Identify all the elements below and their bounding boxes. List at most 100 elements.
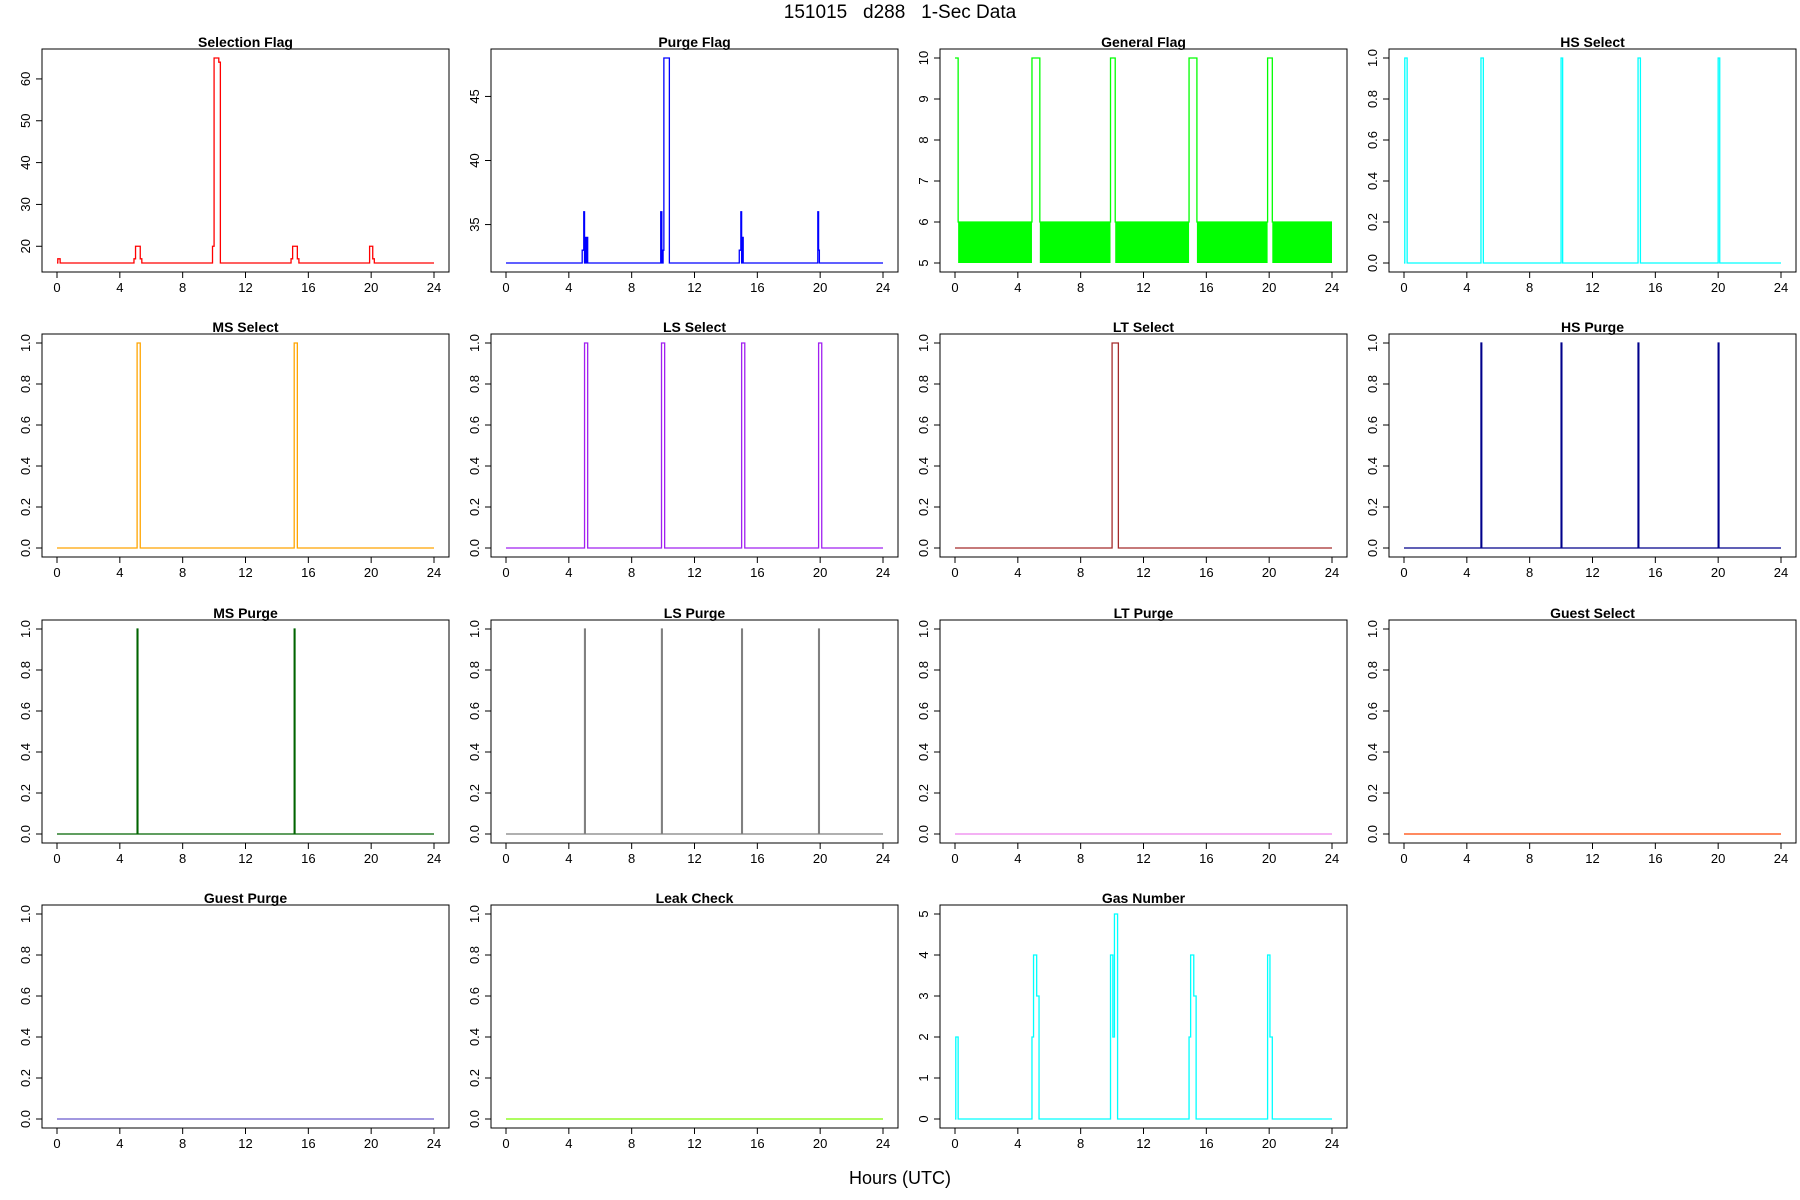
band-segment [1196, 222, 1268, 263]
panel-ls-purge: LS Purge 0 4 8 12 16 20 24 0.0 0.2 0.4 0.6 0.8 1.0 [467, 605, 899, 866]
panel-title: HS Select [1560, 34, 1625, 50]
y-tick-label: 3 [916, 992, 931, 999]
x-tick-label: 4 [1014, 1136, 1021, 1151]
x-tick-label: 4 [565, 1136, 572, 1151]
y-tick-label: 0.6 [1365, 131, 1380, 149]
panel-title: Leak Check [656, 890, 734, 906]
y-tick-label: 4 [916, 951, 931, 958]
y-tick-label: 0.6 [18, 416, 33, 434]
y-tick-label: 0.4 [18, 457, 33, 475]
x-tick-label: 8 [1526, 280, 1533, 295]
y-tick-label: 9 [916, 95, 931, 102]
series-line [955, 342, 1332, 549]
series-line [506, 628, 883, 835]
x-tick-label: 24 [876, 565, 890, 580]
x-tick-label: 20 [1262, 280, 1276, 295]
x-tick-label: 0 [53, 565, 60, 580]
x-tick-label: 8 [1526, 565, 1533, 580]
y-tick-label: 60 [18, 72, 33, 86]
panel-leak-check: Leak Check 0 4 8 12 16 20 24 0.0 0.2 0.4 0.6 0.8 1.0 [467, 890, 899, 1151]
x-tick-label: 8 [179, 851, 186, 866]
y-tick-label: 0.6 [916, 702, 931, 720]
x-tick-label: 24 [427, 851, 441, 866]
x-tick-label: 12 [1136, 851, 1150, 866]
x-tick-label: 16 [301, 1136, 315, 1151]
x-tick-label: 24 [427, 280, 441, 295]
y-tick-label: 0.8 [467, 946, 482, 964]
plot-frame [1388, 619, 1797, 844]
x-tick-label: 8 [1077, 1136, 1084, 1151]
y-tick-label: 0.0 [916, 825, 931, 843]
y-tick-label: 0.6 [18, 987, 33, 1005]
y-tick-label: 0.2 [467, 498, 482, 516]
x-tick-label: 12 [687, 1136, 701, 1151]
y-tick-label: 0.0 [18, 539, 33, 557]
y-tick-label: 0.2 [467, 1069, 482, 1087]
x-tick-label: 4 [116, 280, 123, 295]
x-tick-label: 20 [364, 565, 378, 580]
x-tick-label: 16 [1199, 565, 1213, 580]
y-tick-label: 1 [916, 1074, 931, 1081]
y-tick-label: 1.0 [467, 620, 482, 638]
panel-ms-select: MS Select 0 4 8 12 16 20 24 0.0 0.2 0.4 0.6 0.8 1.0 [18, 319, 450, 580]
plot-frame [41, 48, 450, 273]
y-tick-label: 1.0 [1365, 49, 1380, 67]
y-tick-label: 0.4 [1365, 172, 1380, 190]
band-segment [1115, 222, 1190, 263]
y-tick-label: 0.8 [18, 661, 33, 679]
y-tick-label: 1.0 [916, 334, 931, 352]
panel-title: Gas Number [1102, 890, 1186, 906]
x-tick-label: 0 [951, 851, 958, 866]
x-tick-label: 24 [1774, 851, 1788, 866]
y-tick-label: 1.0 [18, 334, 33, 352]
x-tick-label: 8 [1077, 851, 1084, 866]
y-tick-label: 40 [467, 153, 482, 167]
band-segment [1039, 222, 1111, 263]
x-tick-label: 4 [1014, 280, 1021, 295]
y-tick-label: 0.4 [916, 743, 931, 761]
y-tick-label: 0.8 [1365, 661, 1380, 679]
panel-ls-select: LS Select 0 4 8 12 16 20 24 0.0 0.2 0.4 0.6 0.8 1.0 [467, 319, 899, 580]
panel-lt-purge: LT Purge 0 4 8 12 16 20 24 0.0 0.2 0.4 0.6 0.8 1.0 [916, 605, 1348, 866]
y-tick-label: 0.4 [18, 743, 33, 761]
y-tick-label: 0.2 [18, 784, 33, 802]
y-tick-label: 7 [916, 177, 931, 184]
plot-frame [1388, 48, 1797, 273]
x-tick-label: 4 [1463, 851, 1470, 866]
x-tick-label: 16 [1199, 1136, 1213, 1151]
series-line [506, 57, 883, 264]
panel-title: Purge Flag [658, 34, 730, 50]
y-tick-label: 0.2 [1365, 498, 1380, 516]
plot-frame [490, 619, 899, 844]
x-tick-label: 0 [1400, 851, 1407, 866]
figure-title: 151015 d288 1-Sec Data [783, 2, 1017, 23]
panel-title: MS Purge [213, 605, 278, 621]
y-tick-label: 0.4 [467, 743, 482, 761]
y-tick-label: 0.6 [1365, 702, 1380, 720]
x-tick-label: 20 [1711, 280, 1725, 295]
x-tick-label: 0 [53, 280, 60, 295]
x-tick-label: 16 [750, 565, 764, 580]
plot-frame [1388, 333, 1797, 558]
y-tick-label: 0.6 [467, 987, 482, 1005]
y-tick-label: 0.4 [467, 457, 482, 475]
x-tick-label: 4 [565, 851, 572, 866]
y-tick-label: 0.0 [1365, 539, 1380, 557]
x-tick-label: 8 [179, 280, 186, 295]
x-tick-label: 16 [750, 1136, 764, 1151]
panel-selection-flag: Selection Flag 0 4 8 12 16 20 24 20 30 40 50 60 [18, 34, 450, 295]
panel-general-flag: General Flag 0 4 8 12 16 20 24 5 6 7 8 9 10 [916, 34, 1348, 295]
y-tick-label: 0 [916, 1115, 931, 1122]
x-tick-label: 0 [53, 851, 60, 866]
y-tick-label: 8 [916, 136, 931, 143]
x-tick-label: 16 [1648, 280, 1662, 295]
series-line [57, 342, 434, 549]
y-tick-label: 0.2 [1365, 784, 1380, 802]
x-tick-label: 16 [301, 280, 315, 295]
x-tick-label: 20 [1262, 851, 1276, 866]
panel-title: LT Purge [1114, 605, 1174, 621]
x-tick-label: 20 [1262, 565, 1276, 580]
x-tick-label: 0 [502, 280, 509, 295]
x-tick-label: 24 [427, 1136, 441, 1151]
